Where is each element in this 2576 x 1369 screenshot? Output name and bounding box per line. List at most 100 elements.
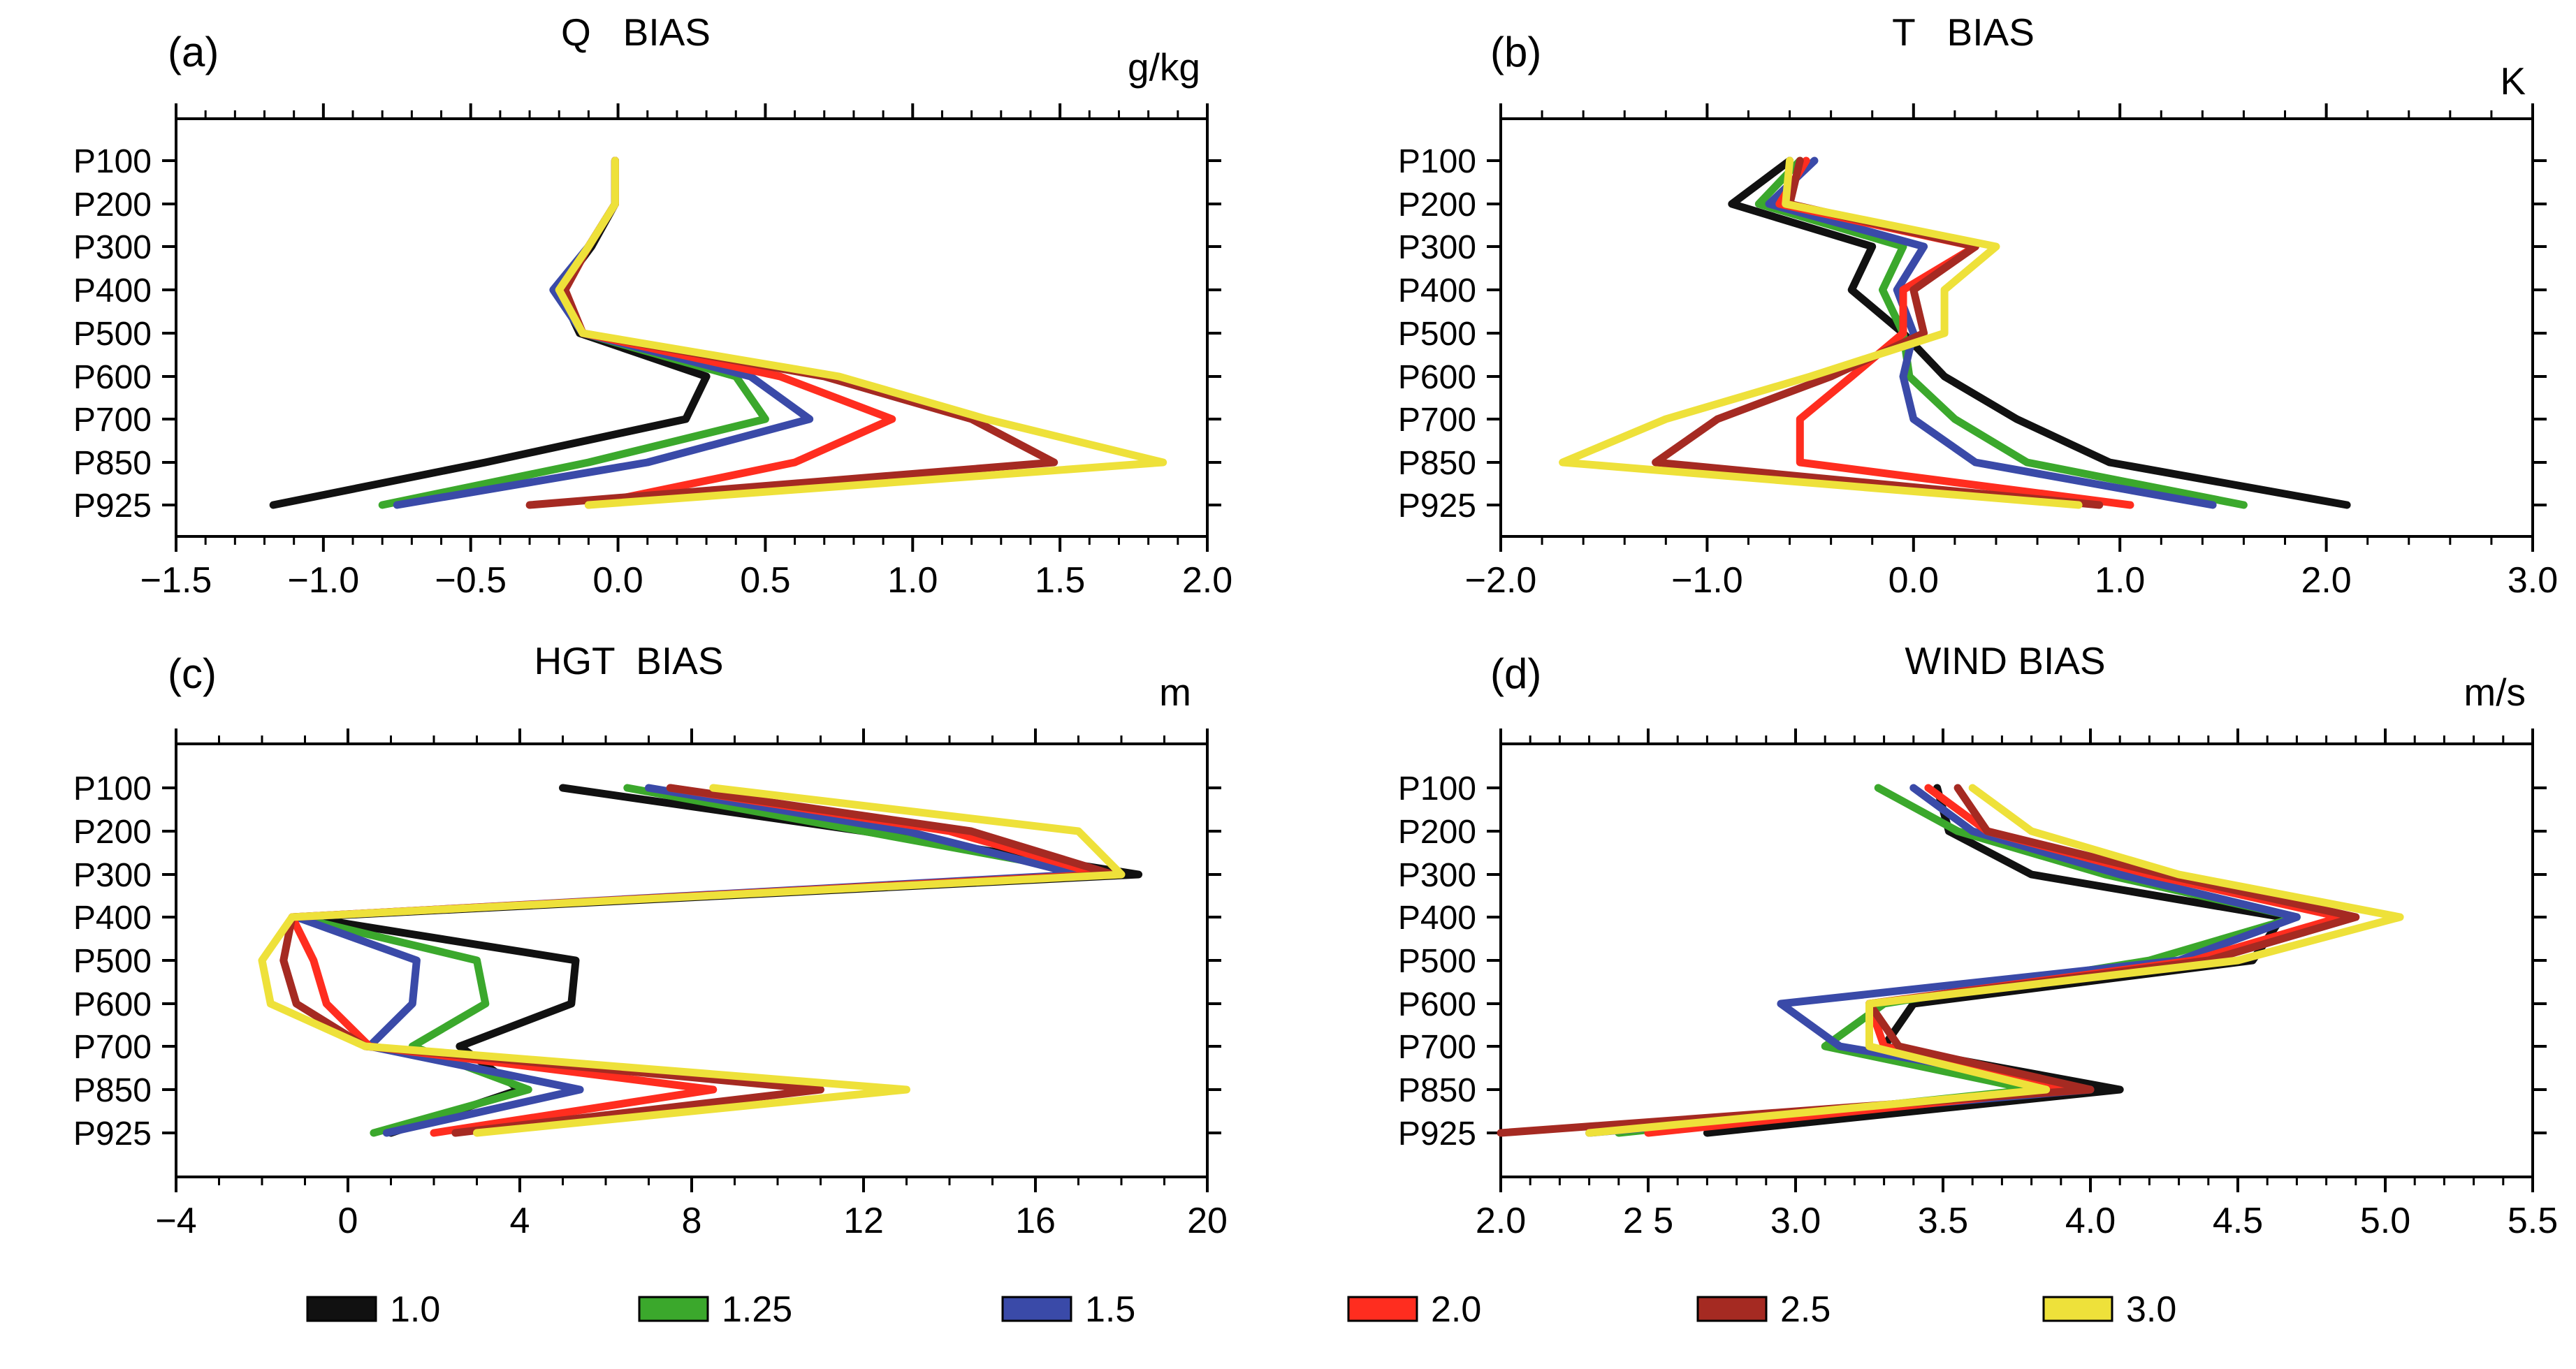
unit-label: g/kg (1128, 45, 1200, 89)
legend-label: 2.0 (1431, 1289, 1481, 1330)
x-tick-label: 3.5 (1918, 1201, 1968, 1241)
series-line-3.0 (1559, 156, 2083, 509)
y-category-label: P500 (1398, 943, 1476, 980)
plot-frame (1499, 117, 2534, 538)
x-tick-label: 0.0 (592, 560, 643, 601)
y-category-label: P400 (1398, 900, 1476, 937)
y-category-label: P300 (73, 857, 152, 894)
panel-label: (d) (1490, 650, 1541, 697)
chart-title: WIND BIAS (1905, 639, 2105, 682)
chart-panel: −4 0 4 8 12 16 20 P100 P200 P300 P400 P500 P600 P700 P… (73, 639, 1228, 1241)
x-tick-label: 5.0 (2360, 1201, 2410, 1241)
y-category-label: P200 (1398, 186, 1476, 224)
series-line-1.25 (292, 784, 1104, 1137)
series-line-2.5 (279, 784, 1117, 1137)
y-category-label: P200 (73, 814, 152, 851)
x-tick-label: 2.0 (2301, 560, 2351, 601)
x-tick-label: 4 (510, 1201, 530, 1241)
y-category-label: P700 (73, 402, 152, 439)
y-category-label: P700 (1398, 402, 1476, 439)
chart-panel: 2.0 2 5 3.0 3.5 4.0 4.5 5.0 5.5 P100 P200 P300 P400… (1398, 639, 2558, 1241)
legend-swatch (2042, 1296, 2113, 1322)
x-tick-label: −2.0 (1465, 560, 1537, 601)
legend-swatch (306, 1296, 377, 1322)
legend-item: 2.5 (1696, 1289, 1831, 1330)
series-line-1.5 (1765, 156, 2217, 509)
y-category-label: P925 (1398, 1115, 1476, 1152)
series-line-3.0 (258, 784, 1126, 1137)
y-category-label: P700 (73, 1029, 152, 1066)
chart-title: T BIAS (1892, 10, 2035, 54)
legend-label: 1.0 (390, 1289, 440, 1330)
x-tick-label: 0.0 (1889, 560, 1939, 601)
x-tick-label: 3.0 (2508, 560, 2558, 601)
x-tick-label: 16 (1015, 1201, 1056, 1241)
series-line-1.25 (378, 156, 769, 509)
panel-label: (c) (168, 650, 217, 697)
legend-item: 3.0 (2042, 1289, 2176, 1330)
series-line-2.5 (1652, 156, 2104, 509)
legend-label: 3.0 (2126, 1289, 2176, 1330)
y-category-label: P700 (1398, 1029, 1476, 1066)
series-line-3.0 (555, 156, 1167, 509)
panel-label: (b) (1490, 29, 1541, 75)
y-category-label: P500 (1398, 316, 1476, 353)
x-tick-label: 8 (682, 1201, 702, 1241)
y-category-label: P925 (73, 1115, 152, 1152)
y-category-label: P850 (73, 445, 152, 482)
x-tick-label: 0 (338, 1201, 358, 1241)
x-tick-label: 2.0 (1182, 560, 1232, 601)
legend-label: 1.5 (1085, 1289, 1135, 1330)
plot-frame (1499, 742, 2534, 1178)
legend-swatch (1347, 1296, 1418, 1322)
legend-item: 1.0 (306, 1289, 440, 1330)
series-line-3.0 (1585, 784, 2404, 1137)
legend-label: 1.25 (722, 1289, 792, 1330)
y-category-label: P100 (1398, 770, 1476, 807)
y-category-label: P400 (1398, 272, 1476, 309)
y-category-label: P300 (73, 229, 152, 266)
x-tick-label: 5.5 (2508, 1201, 2558, 1241)
x-tick-label: 2.0 (1476, 1201, 1526, 1241)
y-category-label: P500 (73, 943, 152, 980)
x-tick-label: 1.5 (1035, 560, 1085, 601)
chart-title: Q BIAS (561, 10, 711, 54)
y-category-label: P500 (73, 316, 152, 353)
y-category-label: P300 (1398, 857, 1476, 894)
series-line-1.5 (292, 784, 1082, 1137)
y-category-label: P925 (1398, 488, 1476, 525)
x-tick-label: −4 (155, 1201, 196, 1241)
y-category-label: P600 (1398, 986, 1476, 1023)
y-category-label: P300 (1398, 229, 1476, 266)
legend-swatch (1696, 1296, 1768, 1322)
y-category-label: P100 (1398, 143, 1476, 180)
y-category-label: P925 (73, 488, 152, 525)
unit-label: K (2500, 59, 2526, 103)
y-category-label: P100 (73, 770, 152, 807)
x-tick-label: −0.5 (435, 560, 507, 601)
panels: −1.5 −1.0 −0.5 0.0 0.5 1.0 1.5 2.0 P100 P200 P300 P… (73, 10, 2558, 1241)
legend-item: 1.5 (1001, 1289, 1135, 1330)
series-line-2.0 (288, 784, 1104, 1137)
y-category-label: P600 (73, 359, 152, 396)
legend-label: 2.5 (1780, 1289, 1831, 1330)
y-category-label: P400 (73, 900, 152, 937)
y-category-label: P600 (73, 986, 152, 1023)
x-tick-label: −1.5 (140, 560, 212, 601)
y-category-label: P400 (73, 272, 152, 309)
legend-item: 2.0 (1347, 1289, 1481, 1330)
panel-label: (a) (168, 29, 219, 75)
y-category-label: P850 (1398, 1072, 1476, 1109)
x-tick-label: 1.0 (2095, 560, 2145, 601)
x-tick-label: 4.5 (2213, 1201, 2263, 1241)
chart-title: HGT BIAS (534, 639, 724, 682)
unit-label: m/s (2464, 671, 2526, 714)
y-category-label: P200 (73, 186, 152, 224)
x-tick-label: 4.0 (2065, 1201, 2116, 1241)
unit-label: m (1159, 671, 1191, 714)
plot-frame (175, 117, 1209, 538)
x-tick-label: 2 5 (1623, 1201, 1673, 1241)
legend-item: 1.25 (638, 1289, 792, 1330)
y-category-label: P850 (73, 1072, 152, 1109)
